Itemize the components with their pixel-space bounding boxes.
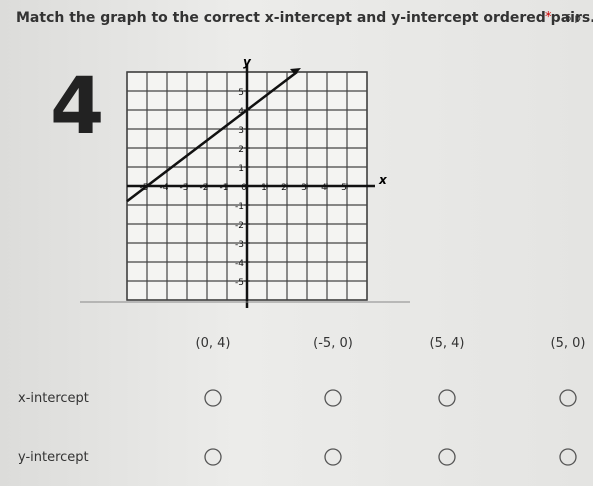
graph-line bbox=[126, 71, 298, 203]
question-title: Match the graph to the correct x-interce… bbox=[16, 10, 593, 26]
y-tick-label: -3 bbox=[235, 240, 244, 250]
x-tick-label: -3 bbox=[180, 183, 189, 193]
y-tick-label: 1 bbox=[238, 164, 244, 174]
x-tick-label: -1 bbox=[220, 183, 229, 193]
required-mark: * bbox=[545, 10, 552, 25]
radio-button[interactable] bbox=[324, 389, 342, 407]
row-label: x-intercept bbox=[18, 391, 89, 406]
radio-button[interactable] bbox=[204, 448, 222, 466]
x-tick-label: 5 bbox=[341, 183, 347, 193]
points: 6 p bbox=[565, 13, 581, 24]
column-header: (5, 0) bbox=[551, 336, 586, 351]
radio-button[interactable] bbox=[438, 448, 456, 466]
y-tick-label: -4 bbox=[235, 259, 244, 269]
y-tick-label: 5 bbox=[238, 88, 244, 98]
radio-button[interactable] bbox=[559, 448, 577, 466]
row-label: y-intercept bbox=[18, 450, 89, 465]
y-tick-label: 3 bbox=[238, 126, 244, 136]
y-tick-label: -5 bbox=[235, 278, 244, 288]
radio-button[interactable] bbox=[204, 389, 222, 407]
column-header: (-5, 0) bbox=[313, 336, 353, 351]
x-tick-label: 1 bbox=[261, 183, 267, 193]
column-header: (5, 4) bbox=[430, 336, 465, 351]
y-tick-label: 4 bbox=[238, 107, 244, 117]
y-tick-label: -1 bbox=[235, 202, 244, 212]
x-axis-label: x bbox=[378, 173, 388, 187]
radio-button[interactable] bbox=[559, 389, 577, 407]
x-tick-label: 0 bbox=[241, 183, 247, 193]
x-tick-label: 2 bbox=[281, 183, 287, 193]
y-axis-label: y bbox=[243, 55, 252, 69]
x-tick-label: -4 bbox=[160, 183, 169, 193]
arrow-head bbox=[290, 68, 301, 75]
x-tick-label: 4 bbox=[321, 183, 327, 193]
radio-button[interactable] bbox=[438, 389, 456, 407]
radio-button[interactable] bbox=[324, 448, 342, 466]
question-number: 4 bbox=[50, 62, 105, 152]
y-tick-label: -2 bbox=[235, 221, 244, 231]
column-header: (0, 4) bbox=[196, 336, 231, 351]
y-tick-label: 2 bbox=[238, 145, 244, 155]
x-tick-label: -2 bbox=[200, 183, 209, 193]
x-tick-label: 3 bbox=[301, 183, 307, 193]
